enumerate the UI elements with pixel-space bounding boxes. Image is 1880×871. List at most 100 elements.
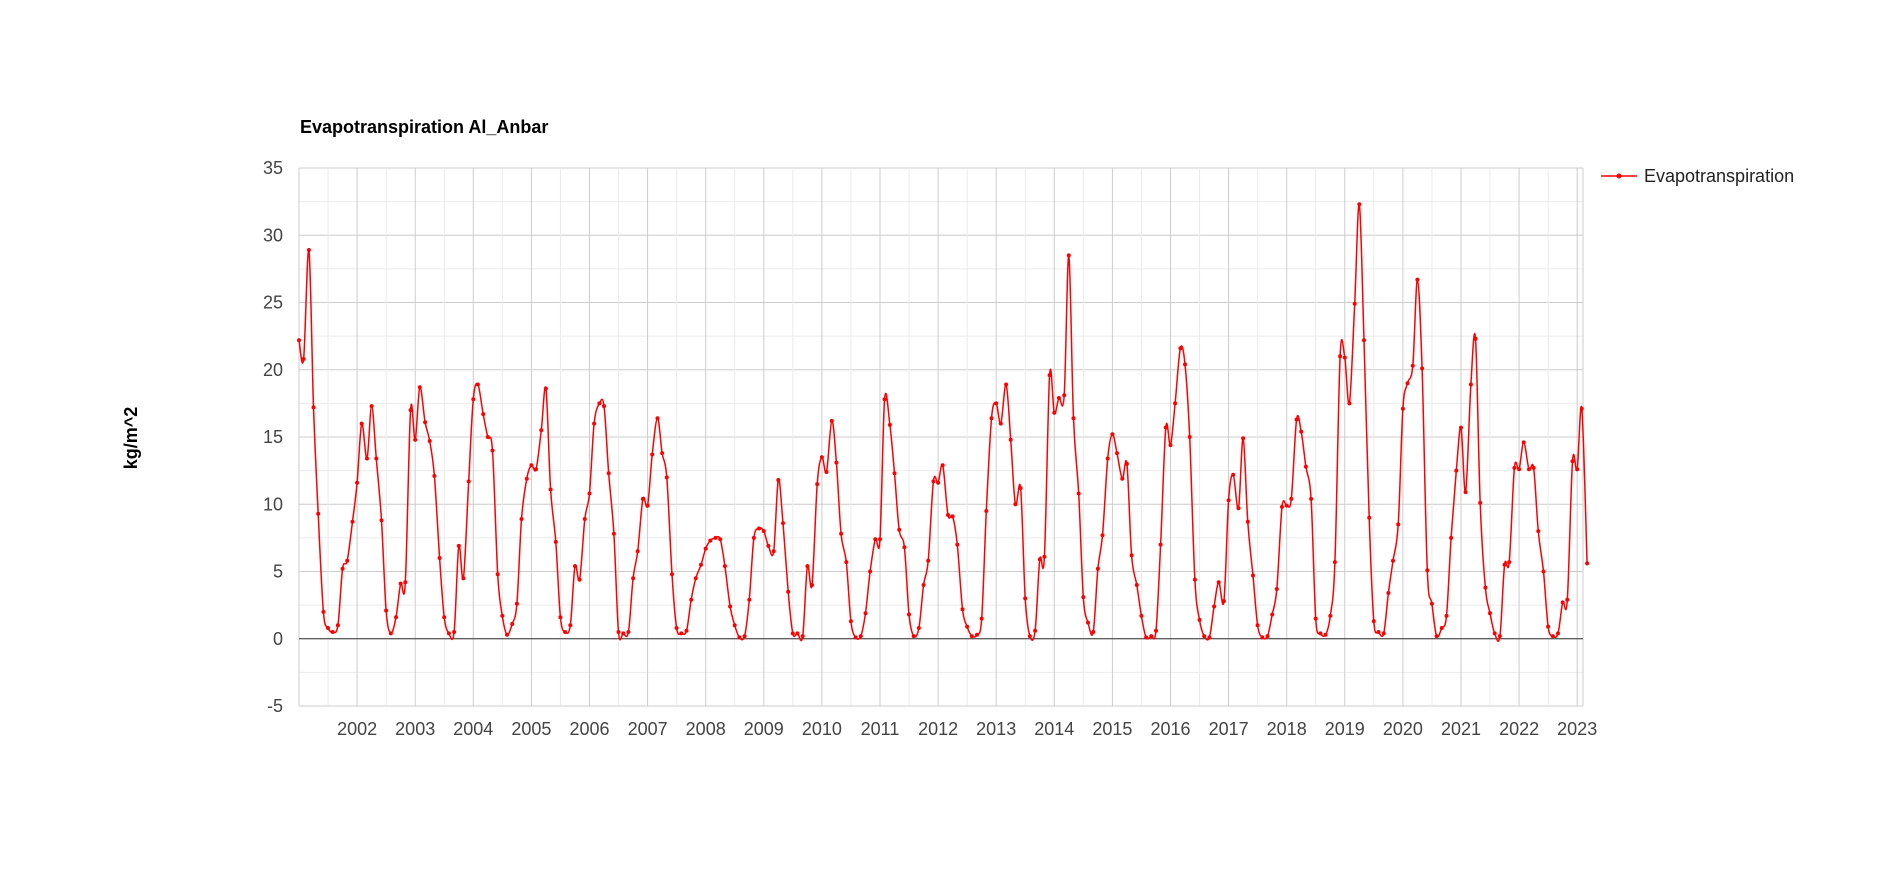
data-point[interactable] (1081, 595, 1086, 600)
data-point[interactable] (1241, 436, 1246, 441)
data-point[interactable] (931, 479, 936, 484)
data-point[interactable] (311, 405, 316, 410)
data-point[interactable] (432, 474, 437, 478)
data-point[interactable] (490, 448, 495, 453)
data-point[interactable] (1521, 440, 1526, 445)
data-point[interactable] (413, 437, 418, 442)
data-point[interactable] (1517, 467, 1522, 472)
data-point[interactable] (1560, 600, 1565, 605)
data-point[interactable] (975, 632, 979, 637)
data-point[interactable] (863, 611, 868, 616)
data-point[interactable] (1478, 500, 1483, 505)
data-point[interactable] (1318, 631, 1323, 636)
data-point[interactable] (1071, 416, 1076, 421)
data-point[interactable] (606, 471, 611, 476)
data-point[interactable] (1173, 401, 1178, 406)
data-point[interactable] (868, 569, 873, 574)
data-point[interactable] (558, 615, 563, 620)
data-point[interactable] (1299, 429, 1304, 434)
data-point[interactable] (718, 537, 723, 542)
data-point[interactable] (742, 634, 747, 639)
data-point[interactable] (1550, 634, 1555, 639)
data-point[interactable] (505, 632, 509, 637)
data-point[interactable] (1352, 301, 1357, 306)
data-point[interactable] (335, 623, 340, 628)
data-point[interactable] (398, 581, 403, 586)
data-point[interactable] (1415, 277, 1420, 282)
data-point[interactable] (369, 404, 374, 409)
data-point[interactable] (616, 630, 621, 634)
data-point[interactable] (829, 418, 834, 423)
data-point[interactable] (1027, 634, 1032, 639)
data-point[interactable] (1473, 336, 1478, 341)
data-point[interactable] (882, 397, 887, 402)
data-point[interactable] (737, 635, 742, 640)
data-point[interactable] (1497, 634, 1502, 639)
data-point[interactable] (1120, 476, 1125, 481)
data-point[interactable] (1100, 533, 1105, 538)
data-point[interactable] (771, 549, 776, 554)
data-point[interactable] (839, 531, 844, 536)
data-point[interactable] (873, 537, 878, 542)
data-point[interactable] (316, 511, 321, 516)
data-point[interactable] (485, 435, 490, 439)
data-point[interactable] (989, 416, 994, 421)
data-point[interactable] (1527, 467, 1531, 472)
data-point[interactable] (1008, 437, 1013, 442)
data-point[interactable] (1536, 529, 1541, 534)
data-point[interactable] (1056, 396, 1061, 400)
data-point[interactable] (471, 397, 476, 402)
data-point[interactable] (1091, 630, 1096, 634)
data-point[interactable] (408, 408, 413, 413)
data-point[interactable] (597, 401, 602, 406)
data-point[interactable] (1251, 573, 1255, 578)
data-point[interactable] (1086, 620, 1090, 625)
data-point[interactable] (747, 597, 752, 602)
data-point[interactable] (1570, 459, 1575, 464)
data-point[interactable] (1139, 613, 1144, 618)
data-point[interactable] (442, 615, 447, 620)
data-point[interactable] (1546, 624, 1551, 629)
data-point[interactable] (1245, 519, 1250, 524)
data-point[interactable] (732, 623, 737, 628)
data-point[interactable] (800, 634, 805, 639)
data-point[interactable] (446, 631, 451, 636)
data-point[interactable] (1154, 628, 1158, 633)
data-point[interactable] (1429, 601, 1434, 606)
data-point[interactable] (1280, 504, 1284, 509)
data-point[interactable] (1274, 587, 1279, 591)
data-point[interactable] (577, 577, 582, 582)
data-point[interactable] (1236, 506, 1241, 511)
data-point[interactable] (650, 452, 655, 457)
data-point[interactable] (1047, 373, 1052, 378)
data-point[interactable] (848, 619, 853, 624)
data-point[interactable] (1512, 465, 1517, 470)
data-point[interactable] (1531, 465, 1536, 470)
data-point[interactable] (602, 404, 606, 409)
data-point[interactable] (1284, 503, 1289, 508)
data-point[interactable] (1454, 468, 1459, 473)
data-point[interactable] (1579, 406, 1584, 411)
data-point[interactable] (728, 604, 733, 609)
data-point[interactable] (1144, 635, 1149, 640)
data-point[interactable] (984, 509, 989, 513)
data-point[interactable] (1197, 617, 1202, 622)
data-point[interactable] (761, 529, 766, 534)
data-point[interactable] (969, 634, 974, 639)
data-point[interactable] (524, 476, 529, 481)
data-point[interactable] (394, 615, 398, 620)
data-point[interactable] (365, 456, 369, 461)
data-point[interactable] (1004, 382, 1009, 387)
data-point[interactable] (1289, 496, 1294, 501)
data-point[interactable] (776, 478, 781, 482)
data-point[interactable] (955, 542, 960, 547)
data-point[interactable] (1207, 635, 1212, 640)
data-point[interactable] (452, 630, 457, 634)
data-point[interactable] (563, 630, 568, 634)
data-point[interactable] (621, 631, 626, 636)
data-point[interactable] (1013, 502, 1018, 507)
data-point[interactable] (960, 607, 965, 612)
data-point[interactable] (805, 564, 810, 569)
data-point[interactable] (1095, 566, 1100, 571)
data-point[interactable] (1042, 554, 1047, 559)
